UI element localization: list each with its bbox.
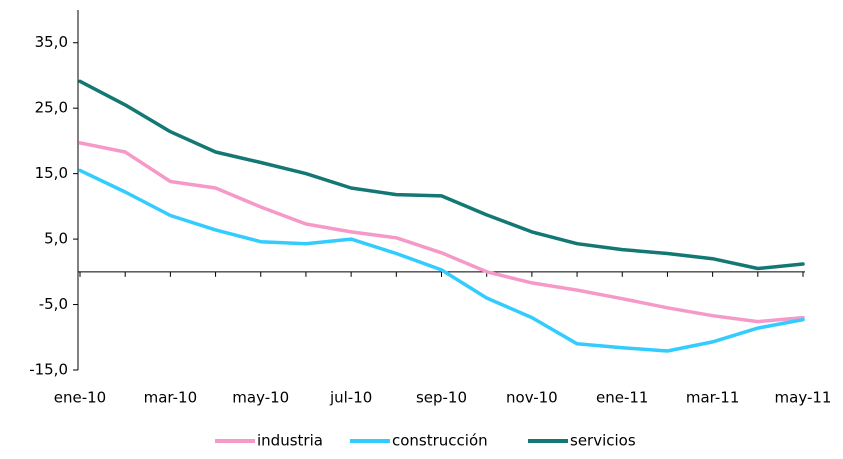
y-tick-label: 25,0: [35, 99, 68, 117]
legend-label: servicios: [570, 432, 636, 450]
legend-label: industria: [257, 432, 323, 450]
x-tick-label: nov-10: [506, 389, 558, 407]
y-tick-label: 15,0: [35, 164, 68, 182]
y-tick-label: -15,0: [29, 361, 68, 379]
x-tick-label: may-10: [232, 389, 289, 407]
y-tick-label: -5,0: [39, 295, 68, 313]
series-line: [78, 168, 805, 353]
x-tick-label: ene-11: [596, 389, 648, 407]
legend-label: construcción: [392, 432, 488, 450]
series-line: [78, 79, 805, 271]
x-tick-label: jul-10: [329, 389, 372, 407]
x-tick-label: sep-10: [416, 389, 467, 407]
x-tick-label: mar-11: [686, 389, 740, 407]
x-tick-label: mar-10: [144, 389, 198, 407]
series-line: [78, 141, 805, 324]
x-tick-label: ene-10: [54, 389, 106, 407]
y-tick-label: 5,0: [44, 230, 68, 248]
x-tick-label: may-11: [775, 389, 832, 407]
y-tick-label: 35,0: [35, 33, 68, 51]
